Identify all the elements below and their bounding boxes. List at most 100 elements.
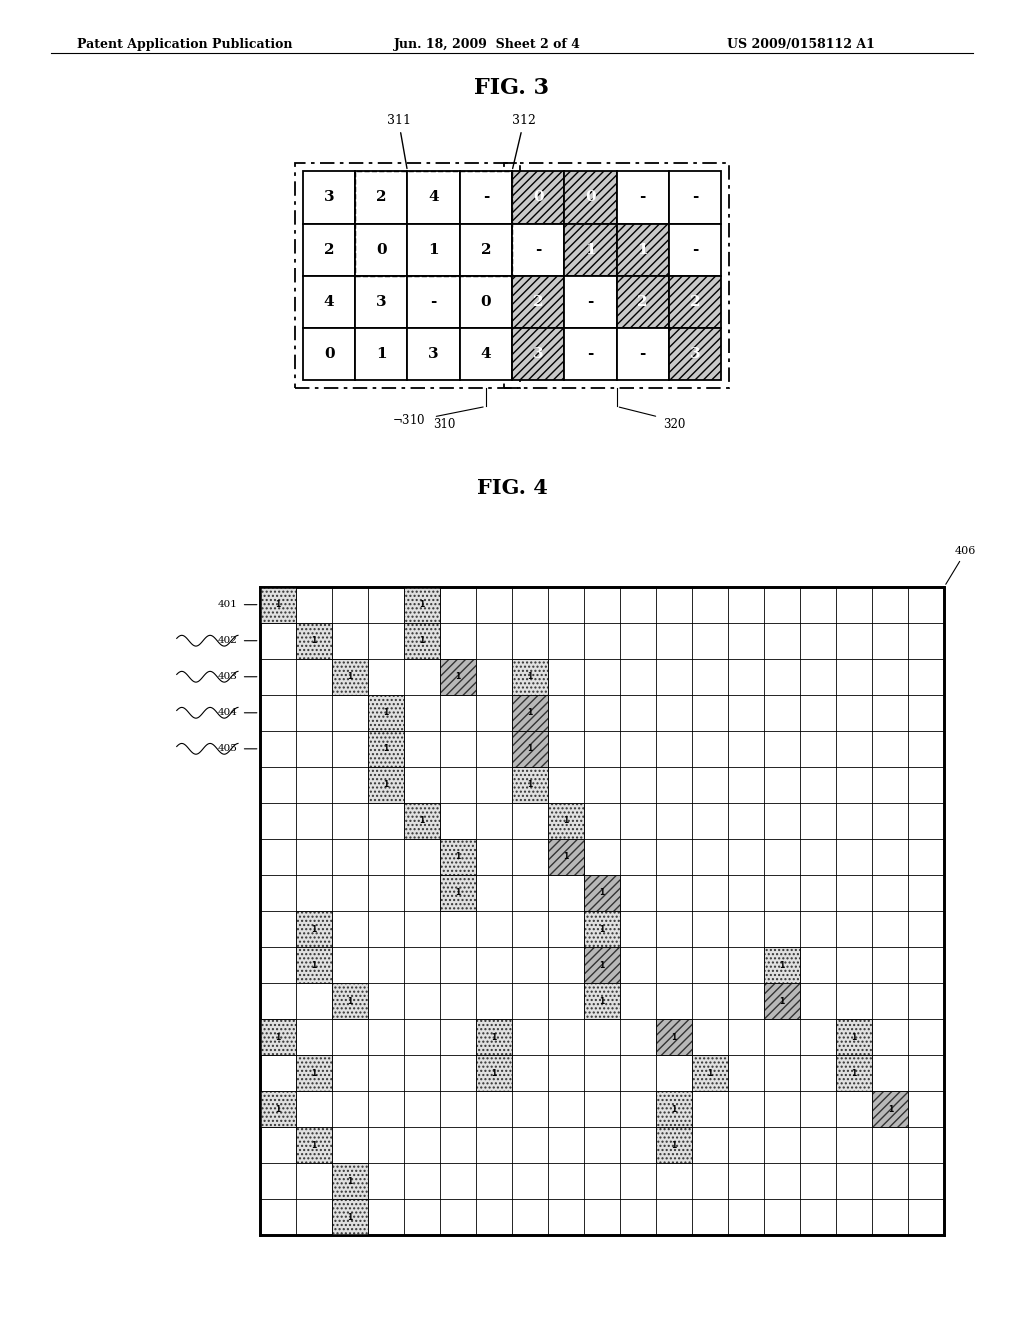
Text: 0: 0: [376, 243, 387, 256]
Bar: [260, 586, 296, 623]
Text: 1: 1: [585, 243, 596, 256]
Text: 1: 1: [637, 243, 648, 256]
Bar: [368, 731, 403, 767]
Text: 403: 403: [218, 672, 238, 681]
Text: 1: 1: [672, 1105, 677, 1114]
Bar: [368, 694, 403, 731]
Text: -: -: [482, 190, 489, 205]
Bar: [440, 659, 476, 694]
Bar: [512, 731, 548, 767]
Bar: [616, 223, 669, 276]
Bar: [616, 172, 669, 223]
Bar: [440, 875, 476, 911]
Text: 3: 3: [689, 347, 700, 362]
Bar: [303, 172, 355, 223]
Bar: [837, 1019, 872, 1055]
Bar: [584, 946, 620, 983]
Text: 404: 404: [218, 709, 238, 717]
Bar: [837, 1055, 872, 1092]
Text: 1: 1: [708, 1069, 713, 1077]
Bar: [355, 172, 408, 223]
Text: 2: 2: [690, 294, 700, 309]
Bar: [296, 911, 332, 946]
Bar: [512, 329, 564, 380]
Text: 1: 1: [888, 1105, 893, 1114]
Bar: [408, 223, 460, 276]
Bar: [355, 276, 408, 329]
Text: 1: 1: [599, 961, 604, 970]
Text: FIG. 4: FIG. 4: [476, 478, 548, 498]
Bar: [368, 767, 403, 803]
Bar: [584, 875, 620, 911]
Bar: [260, 1092, 296, 1127]
Text: -: -: [639, 347, 646, 362]
Bar: [408, 172, 460, 223]
Text: 1: 1: [376, 347, 387, 362]
Bar: [303, 223, 355, 276]
Bar: [303, 276, 355, 329]
Bar: [512, 694, 548, 731]
Text: -: -: [587, 347, 594, 362]
Bar: [260, 1019, 296, 1055]
Text: US 2009/0158112 A1: US 2009/0158112 A1: [727, 38, 874, 51]
Bar: [584, 983, 620, 1019]
Bar: [548, 840, 584, 875]
Text: 1: 1: [347, 672, 352, 681]
Text: 1: 1: [456, 888, 461, 898]
Text: 1: 1: [456, 853, 461, 862]
Bar: [460, 223, 512, 276]
Bar: [403, 586, 440, 623]
Text: 4: 4: [324, 294, 335, 309]
Text: 1: 1: [599, 924, 604, 933]
Text: 1: 1: [419, 636, 424, 645]
Text: 405: 405: [218, 744, 238, 754]
Text: 0: 0: [324, 347, 335, 362]
Bar: [476, 1055, 512, 1092]
Bar: [512, 276, 564, 329]
Bar: [656, 1092, 692, 1127]
Bar: [669, 223, 721, 276]
Bar: [764, 983, 800, 1019]
Text: 1: 1: [311, 1069, 316, 1077]
Text: 320: 320: [664, 418, 686, 430]
Bar: [504, 164, 729, 388]
Bar: [616, 276, 669, 329]
Text: 1: 1: [672, 1032, 677, 1041]
Text: Jun. 18, 2009  Sheet 2 of 4: Jun. 18, 2009 Sheet 2 of 4: [394, 38, 581, 51]
Bar: [332, 983, 368, 1019]
Bar: [584, 911, 620, 946]
Bar: [564, 276, 616, 329]
Text: 1: 1: [563, 853, 568, 862]
Bar: [564, 223, 616, 276]
Bar: [669, 276, 721, 329]
Bar: [408, 276, 460, 329]
Text: 1: 1: [383, 709, 388, 717]
Text: 1: 1: [779, 997, 784, 1006]
Bar: [296, 946, 332, 983]
Bar: [332, 659, 368, 694]
Bar: [512, 659, 548, 694]
Bar: [564, 172, 616, 223]
Text: 1: 1: [428, 243, 439, 256]
Text: 1: 1: [383, 744, 388, 754]
Bar: [440, 840, 476, 875]
Text: FIG. 3: FIG. 3: [474, 77, 550, 99]
Text: 1: 1: [492, 1032, 497, 1041]
Text: 1: 1: [599, 997, 604, 1006]
Text: $\neg$310: $\neg$310: [392, 413, 426, 426]
Bar: [355, 172, 512, 276]
Bar: [355, 223, 408, 276]
Text: 3: 3: [324, 190, 335, 205]
Text: 2: 2: [376, 190, 387, 205]
Bar: [512, 767, 548, 803]
Text: 401: 401: [218, 601, 238, 609]
Text: 1: 1: [383, 780, 388, 789]
Text: 1: 1: [492, 1069, 497, 1077]
Text: 1: 1: [852, 1032, 857, 1041]
Text: 1: 1: [311, 1140, 316, 1150]
Text: 1: 1: [311, 924, 316, 933]
Bar: [692, 1055, 728, 1092]
Bar: [764, 946, 800, 983]
Text: 1: 1: [527, 709, 532, 717]
Text: 1: 1: [527, 744, 532, 754]
